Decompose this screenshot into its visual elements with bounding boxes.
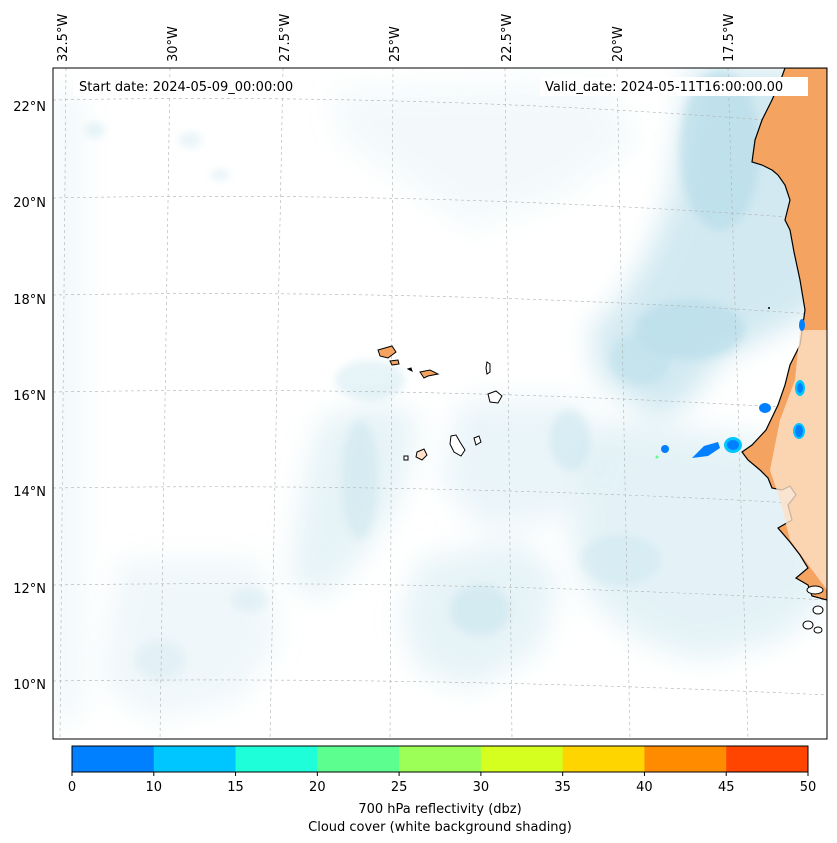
lon-tick-label: 20°W [611, 26, 626, 62]
lat-tick-label: 20°N [13, 196, 46, 211]
island-santiago [449, 434, 466, 457]
lon-tick-label: 30°W [166, 26, 181, 62]
lat-tick-label: 22°N [13, 100, 46, 115]
colorbar-frame [71, 745, 809, 773]
colorbar-tick-label: 30 [473, 780, 490, 795]
colorbar-tick-label: 0 [68, 780, 76, 795]
island-maio [473, 435, 482, 446]
annotation-boxes: Start date: 2024-05-09_00:00:00 Valid_da… [73, 77, 808, 96]
lon-tick-label: 17.5°W [722, 14, 737, 62]
colorbar-label-cloud: Cloud cover (white background shading) [308, 820, 572, 835]
colorbar-swatch [644, 746, 727, 772]
colorbar-tick-label: 25 [391, 780, 408, 795]
island-santa-luzia [406, 367, 413, 372]
latitude-labels: 22°N 20°N 18°N 16°N 14°N 12°N 10°N [13, 100, 46, 693]
lat-tick-label: 18°N [13, 293, 46, 308]
valid-date-label: Valid_date: 2024-05-11T16:00:00.00 [545, 80, 783, 95]
gridlines [53, 68, 827, 739]
island-sao-vicente [389, 359, 400, 366]
colorbar-swatch [317, 746, 400, 772]
colorbar-tick-label: 15 [227, 780, 244, 795]
colorbar-tick-label: 20 [309, 780, 326, 795]
lat-tick-label: 16°N [13, 389, 46, 404]
colorbar-swatch [72, 746, 155, 772]
map-frame [52, 67, 828, 740]
colorbar-tick-label: 35 [554, 780, 571, 795]
reflectivity-cells [655, 307, 805, 459]
colorbar-tick-label: 45 [718, 780, 735, 795]
colorbar-swatch [480, 746, 564, 772]
colorbar-swatch [726, 746, 809, 772]
start-date-label: Start date: 2024-05-09_00:00:00 [79, 80, 293, 95]
lat-tick-label: 10°N [13, 678, 46, 693]
cloud-west-edge [53, 90, 80, 720]
lon-tick-label: 25°W [388, 26, 403, 62]
island-boa-vista [487, 390, 503, 404]
colorbar-tick-label: 10 [146, 780, 163, 795]
colorbar-swatches [72, 746, 809, 772]
mainland-interior-shading [770, 330, 827, 590]
colorbar: 0 10 15 20 25 30 35 40 45 50 700 hPa reflectivity… [68, 745, 816, 835]
colorbar-swatch [153, 746, 237, 772]
lat-tick-label: 14°N [13, 485, 46, 500]
lon-tick-label: 27.5°W [278, 14, 293, 62]
lat-tick-label: 12°N [13, 582, 46, 597]
cape-verde-islands [377, 345, 503, 461]
cloud-east-lower [570, 420, 827, 660]
island-brava [403, 455, 409, 461]
island-santo-antao [377, 345, 397, 359]
colorbar-label-reflectivity: 700 hPa reflectivity (dbz) [358, 802, 521, 817]
lon-tick-label: 32.5°W [56, 14, 71, 62]
island-sal [485, 361, 491, 375]
cloud-detail-layer [85, 70, 760, 680]
colorbar-swatch [399, 746, 482, 772]
colorbar-tick-label: 50 [800, 780, 817, 795]
colorbar-ticks: 0 10 15 20 25 30 35 40 45 50 [68, 772, 816, 795]
lon-tick-label: 22.5°W [500, 14, 515, 62]
cloud-north-light [330, 80, 640, 230]
map-area [53, 68, 827, 739]
colorbar-tick-label: 40 [636, 780, 653, 795]
bijagos-islands [802, 585, 824, 634]
longitude-labels: 32.5°W 30°W 27.5°W 25°W 22.5°W 20°W 17.5… [56, 14, 737, 62]
colorbar-swatch [562, 746, 645, 772]
island-sao-nicolau [419, 369, 440, 379]
colorbar-swatch [235, 746, 318, 772]
island-fogo [415, 448, 428, 461]
